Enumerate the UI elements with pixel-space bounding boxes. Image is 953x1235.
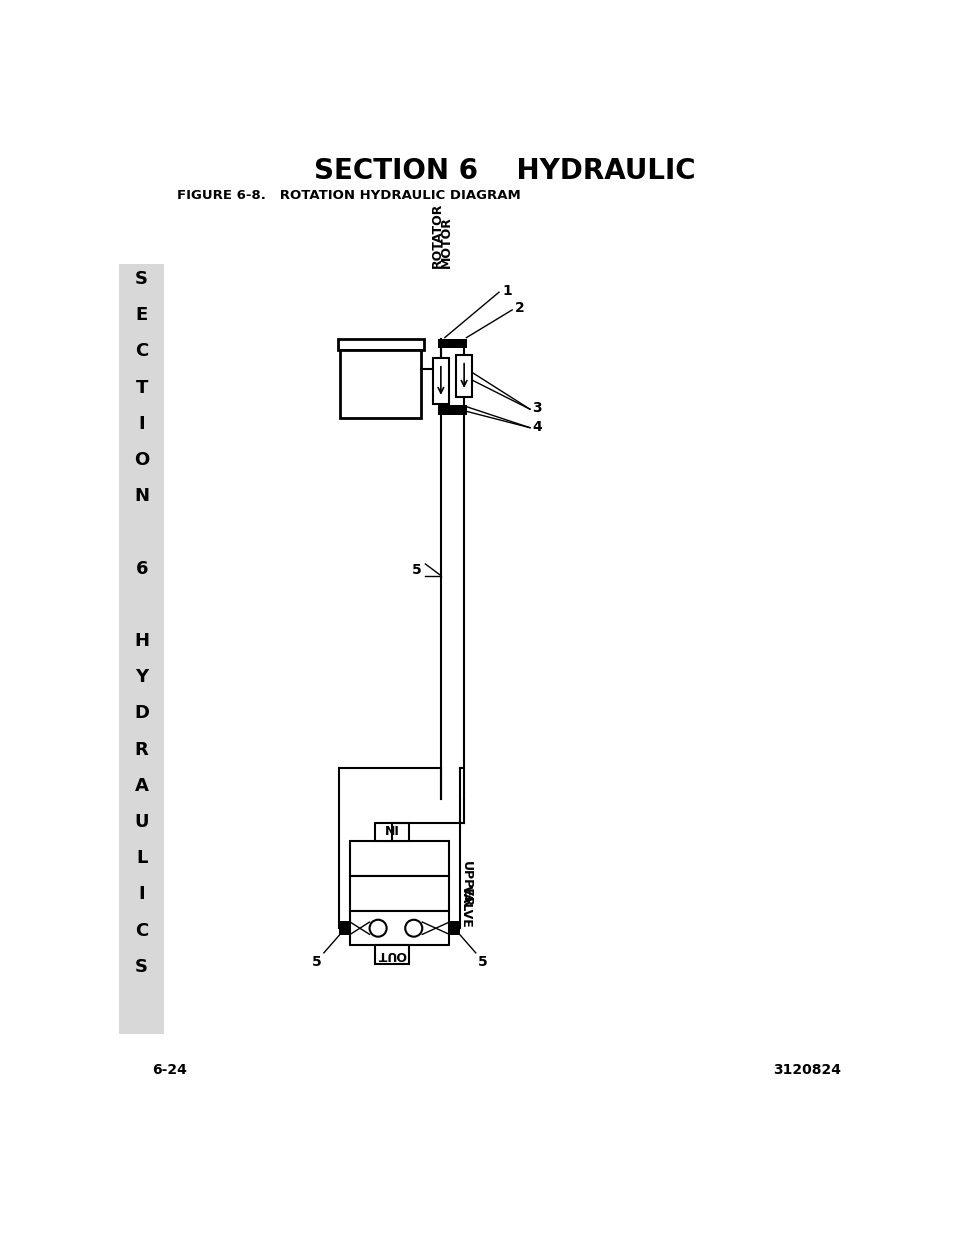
Text: U: U (134, 813, 149, 831)
Bar (350, 876, 449, 910)
Text: FIGURE 6-8.   ROTATION HYDRAULIC DIAGRAM: FIGURE 6-8. ROTATION HYDRAULIC DIAGRAM (177, 189, 520, 203)
Text: C: C (135, 342, 149, 361)
Text: O: O (134, 451, 150, 469)
Bar (437, 405, 467, 415)
Text: C: C (135, 921, 149, 940)
Text: OUT: OUT (377, 948, 406, 961)
Text: 2: 2 (515, 301, 524, 315)
Bar (340, 350, 421, 417)
Bar (339, 921, 350, 935)
Text: T: T (135, 379, 148, 396)
Bar (350, 910, 449, 945)
Text: MOTOR: MOTOR (439, 216, 453, 268)
Text: E: E (135, 306, 148, 325)
Text: N: N (134, 488, 149, 505)
Text: S: S (135, 957, 148, 976)
Text: 3: 3 (532, 400, 541, 415)
Bar (119, 264, 164, 1034)
Bar (437, 340, 467, 348)
Text: D: D (134, 704, 149, 722)
Bar (449, 921, 459, 935)
Text: 1: 1 (501, 284, 512, 298)
Bar (375, 823, 409, 841)
Text: S: S (135, 270, 148, 288)
Text: 5: 5 (312, 955, 321, 969)
Text: SECTION 6    HYDRAULIC: SECTION 6 HYDRAULIC (314, 157, 695, 185)
Text: I: I (138, 885, 145, 903)
Text: 5: 5 (412, 563, 421, 577)
Text: R: R (134, 741, 149, 758)
Text: 6-24: 6-24 (152, 1063, 187, 1077)
Bar (456, 354, 472, 396)
Bar (433, 358, 448, 404)
Text: 6: 6 (135, 559, 148, 578)
Bar (337, 340, 423, 350)
Bar (350, 841, 449, 876)
Circle shape (369, 920, 386, 936)
Bar (375, 945, 409, 963)
Text: VALVE: VALVE (459, 884, 473, 927)
Text: 4: 4 (532, 420, 541, 433)
Text: L: L (136, 850, 148, 867)
Text: Y: Y (135, 668, 148, 687)
Text: 5: 5 (477, 955, 487, 969)
Text: ROTATOR: ROTATOR (430, 203, 443, 268)
Text: H: H (134, 632, 149, 650)
Text: UPPER: UPPER (459, 861, 473, 908)
Text: 3120824: 3120824 (772, 1063, 840, 1077)
Text: A: A (134, 777, 149, 795)
Circle shape (405, 920, 422, 936)
Text: I: I (138, 415, 145, 432)
Text: NI: NI (384, 825, 399, 839)
